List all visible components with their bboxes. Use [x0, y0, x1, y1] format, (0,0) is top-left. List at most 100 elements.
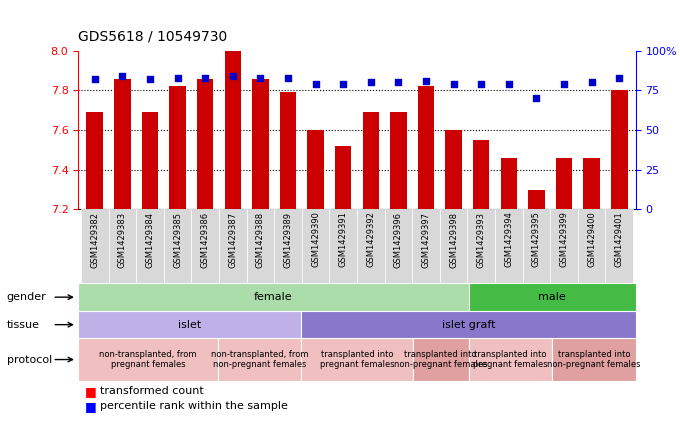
Bar	[78, 283, 469, 311]
Text: GSM1429386: GSM1429386	[201, 212, 209, 268]
Text: transplanted into
pregnant females: transplanted into pregnant females	[320, 350, 394, 369]
Text: GSM1429390: GSM1429390	[311, 212, 320, 267]
Bar	[78, 338, 218, 381]
Text: GSM1429392: GSM1429392	[367, 212, 375, 267]
Bar	[357, 209, 385, 283]
Bar	[469, 338, 552, 381]
Text: islet graft: islet graft	[442, 320, 495, 330]
Bar	[252, 79, 269, 209]
Text: tissue: tissue	[7, 320, 40, 330]
Text: non-transplanted, from
pregnant females: non-transplanted, from pregnant females	[99, 350, 197, 369]
Point	[586, 79, 597, 86]
Text: GDS5618 / 10549730: GDS5618 / 10549730	[78, 30, 227, 44]
Point	[393, 79, 404, 86]
Text: GSM1429393: GSM1429393	[477, 212, 486, 268]
Bar	[86, 112, 103, 209]
Text: GSM1429385: GSM1429385	[173, 212, 182, 268]
Bar	[556, 158, 573, 209]
Text: gender: gender	[7, 292, 46, 302]
Bar	[301, 338, 413, 381]
Text: GSM1429396: GSM1429396	[394, 212, 403, 268]
Text: GSM1429401: GSM1429401	[615, 212, 624, 267]
Text: percentile rank within the sample: percentile rank within the sample	[100, 401, 288, 411]
Bar	[274, 209, 302, 283]
Text: GSM1429394: GSM1429394	[505, 212, 513, 267]
Point	[558, 81, 569, 88]
Bar	[114, 79, 131, 209]
Bar	[418, 86, 435, 209]
Bar	[197, 79, 214, 209]
Point	[89, 76, 100, 83]
Text: GSM1429383: GSM1429383	[118, 212, 127, 268]
Point	[172, 74, 183, 81]
Point	[614, 74, 625, 81]
Bar	[583, 158, 600, 209]
Point	[476, 81, 487, 88]
Bar	[500, 158, 517, 209]
Bar	[578, 209, 605, 283]
Bar	[528, 190, 545, 209]
Bar	[467, 209, 495, 283]
Bar	[469, 283, 636, 311]
Bar	[329, 209, 357, 283]
Bar	[390, 112, 407, 209]
Text: GSM1429398: GSM1429398	[449, 212, 458, 268]
Text: female: female	[254, 292, 292, 302]
Bar	[78, 311, 301, 338]
Bar	[523, 209, 550, 283]
Bar	[164, 209, 191, 283]
Text: GSM1429387: GSM1429387	[228, 212, 237, 268]
Point	[227, 73, 238, 80]
Bar	[605, 209, 633, 283]
Point	[145, 76, 156, 83]
Point	[338, 81, 349, 88]
Bar	[362, 112, 379, 209]
Text: GSM1429389: GSM1429389	[284, 212, 292, 268]
Bar	[169, 86, 186, 209]
Point	[117, 73, 128, 80]
Bar	[141, 112, 158, 209]
Bar	[440, 209, 467, 283]
Text: transplanted into
non-pregnant females: transplanted into non-pregnant females	[547, 350, 641, 369]
Text: GSM1429395: GSM1429395	[532, 212, 541, 267]
Bar	[413, 338, 469, 381]
Bar	[109, 209, 136, 283]
Text: GSM1429388: GSM1429388	[256, 212, 265, 268]
Bar	[552, 338, 636, 381]
Bar	[219, 209, 247, 283]
Point	[420, 77, 431, 84]
Point	[310, 81, 321, 88]
Text: transformed count: transformed count	[100, 386, 204, 396]
Text: protocol: protocol	[7, 354, 52, 365]
Point	[365, 79, 376, 86]
Text: GSM1429391: GSM1429391	[339, 212, 347, 267]
Text: ■: ■	[85, 400, 97, 412]
Text: GSM1429400: GSM1429400	[587, 212, 596, 267]
Bar	[335, 146, 352, 209]
Point	[255, 74, 266, 81]
Bar	[550, 209, 578, 283]
Bar	[302, 209, 329, 283]
Point	[531, 95, 542, 102]
Bar	[218, 338, 301, 381]
Text: ■: ■	[85, 385, 97, 398]
Text: male: male	[539, 292, 566, 302]
Point	[200, 74, 211, 81]
Bar	[136, 209, 164, 283]
Bar	[412, 209, 440, 283]
Text: transplanted into
non-pregnant females: transplanted into non-pregnant females	[394, 350, 488, 369]
Bar	[247, 209, 274, 283]
Text: islet: islet	[178, 320, 201, 330]
Bar	[224, 51, 241, 209]
Bar	[81, 209, 109, 283]
Bar	[279, 92, 296, 209]
Bar	[495, 209, 523, 283]
Point	[448, 81, 459, 88]
Text: transplanted into
pregnant females: transplanted into pregnant females	[473, 350, 547, 369]
Text: non-transplanted, from
non-pregnant females: non-transplanted, from non-pregnant fema…	[211, 350, 308, 369]
Point	[503, 81, 514, 88]
Bar	[385, 209, 412, 283]
Bar	[307, 130, 324, 209]
Text: GSM1429384: GSM1429384	[146, 212, 154, 268]
Bar	[473, 140, 490, 209]
